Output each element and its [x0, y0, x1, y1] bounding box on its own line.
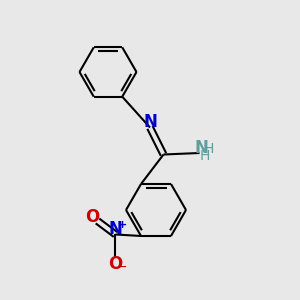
Text: O: O	[85, 208, 99, 226]
Text: −: −	[116, 261, 127, 274]
Text: O: O	[108, 255, 123, 273]
Text: H: H	[200, 149, 210, 163]
Text: +: +	[118, 220, 127, 230]
Text: N: N	[194, 139, 208, 157]
Text: N: N	[143, 113, 157, 131]
Text: N: N	[109, 220, 122, 238]
Text: H: H	[203, 142, 214, 156]
